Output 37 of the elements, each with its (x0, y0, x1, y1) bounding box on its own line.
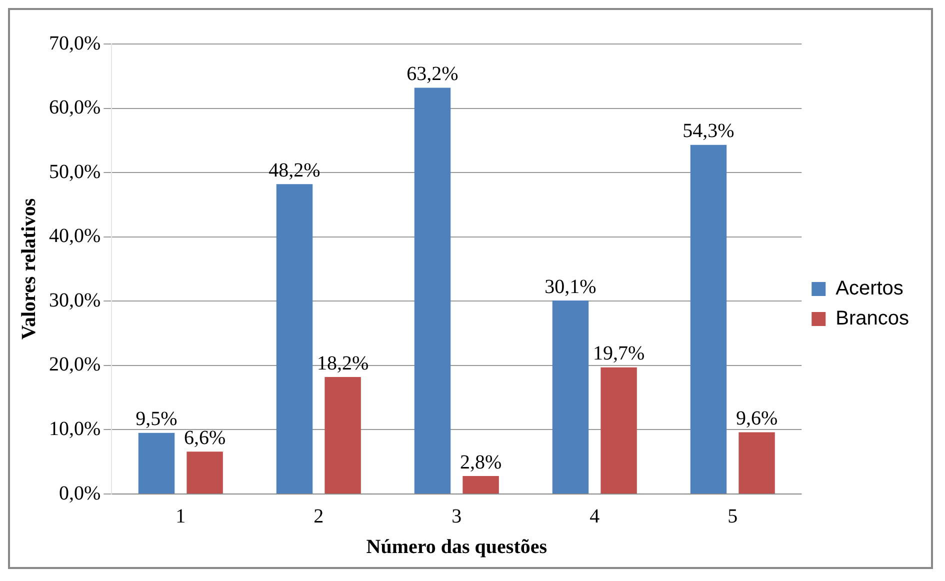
bar (552, 300, 589, 494)
data-label: 48,2% (268, 159, 320, 182)
y-axis-title: Valores relativos (18, 198, 40, 340)
y-tick-label: 60,0% (48, 96, 101, 119)
data-label: 18,2% (316, 352, 369, 374)
bar (738, 432, 775, 494)
data-label: 9,5% (136, 408, 178, 430)
data-label: 2,8% (460, 451, 502, 474)
legend-label: Acertos (836, 278, 904, 300)
bar (600, 367, 637, 494)
y-tick-label: 40,0% (48, 225, 101, 248)
y-tick-label: 20,0% (48, 354, 101, 376)
y-tick-label: 70,0% (48, 32, 101, 54)
bar (324, 377, 361, 494)
y-tick-label: 10,0% (48, 418, 101, 440)
x-tick-label: 5 (728, 505, 738, 528)
x-tick-label: 3 (452, 505, 462, 528)
bar (414, 88, 451, 494)
data-label: 54,3% (682, 120, 734, 142)
bar (462, 476, 499, 494)
legend-label: Brancos (836, 308, 910, 330)
data-label: 30,1% (544, 276, 596, 298)
y-tick-label: 0,0% (58, 482, 101, 504)
bar (690, 144, 727, 494)
bar (276, 184, 313, 494)
x-tick-label: 4 (590, 505, 600, 528)
y-tick-label: 50,0% (48, 160, 101, 183)
bar (186, 452, 223, 494)
x-axis-title: Número das questões (366, 536, 548, 558)
y-tick-label: 30,0% (48, 289, 101, 312)
data-label: 9,6% (736, 408, 778, 430)
bar (138, 432, 175, 494)
data-label: 63,2% (406, 62, 458, 85)
data-label: 19,7% (592, 342, 645, 365)
x-tick-label: 2 (314, 505, 324, 528)
data-label: 6,6% (184, 426, 226, 449)
x-tick-label: 1 (176, 505, 186, 528)
